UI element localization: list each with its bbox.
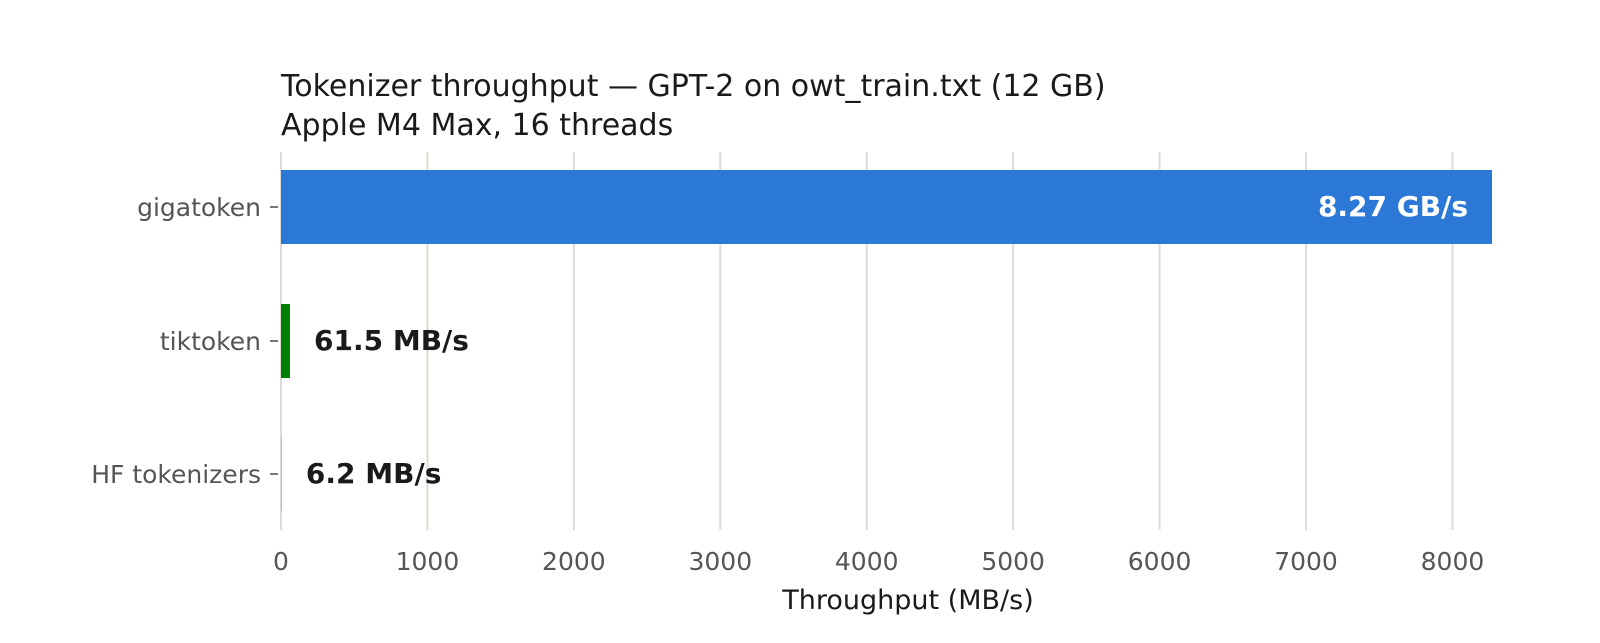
value-label: 61.5 MB/s bbox=[314, 324, 469, 357]
bar bbox=[281, 304, 291, 378]
chart-subtitle: Apple M4 Max, 16 threads bbox=[281, 108, 673, 143]
x-tick-label: 4000 bbox=[835, 547, 899, 576]
bar bbox=[281, 437, 282, 511]
x-tick-label: 5000 bbox=[981, 547, 1045, 576]
x-tick-label: 8000 bbox=[1421, 547, 1485, 576]
category-label: gigatoken bbox=[137, 193, 261, 222]
x-axis-label: Throughput (MB/s) bbox=[781, 585, 1033, 616]
x-tick-label: 3000 bbox=[688, 547, 752, 576]
x-tick-label: 0 bbox=[273, 547, 289, 576]
category-labels: gigatoken tiktoken HF tokenizers bbox=[91, 193, 278, 489]
x-tick-label: 7000 bbox=[1274, 547, 1338, 576]
category-label: HF tokenizers bbox=[91, 460, 261, 489]
chart-title: Tokenizer throughput — GPT-2 on owt_trai… bbox=[280, 69, 1106, 104]
bars bbox=[281, 170, 1492, 511]
value-label: 8.27 GB/s bbox=[1318, 190, 1468, 223]
x-tick-label: 6000 bbox=[1128, 547, 1192, 576]
x-tick-label: 2000 bbox=[542, 547, 606, 576]
value-labels: 8.27 GB/s 61.5 MB/s 6.2 MB/s bbox=[306, 190, 1468, 490]
bar bbox=[281, 170, 1492, 244]
tick-labels: 0 1000 2000 3000 4000 5000 6000 7000 8000 bbox=[273, 547, 1484, 576]
value-label: 6.2 MB/s bbox=[306, 457, 441, 490]
x-tick-label: 1000 bbox=[396, 547, 460, 576]
category-label: tiktoken bbox=[160, 327, 261, 356]
